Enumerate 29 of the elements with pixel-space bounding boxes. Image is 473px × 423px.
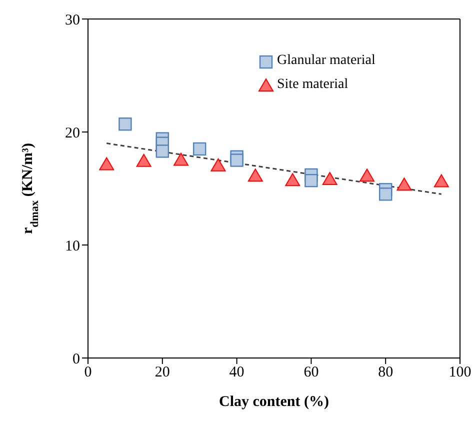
point: [118, 117, 132, 131]
point: [322, 172, 338, 185]
point: [193, 142, 206, 156]
x-tick-label: 20: [154, 364, 170, 381]
y-tick-label: 10: [65, 238, 80, 254]
x-tick-label: 0: [84, 364, 92, 381]
x-axis-title: Clay content (%): [219, 394, 329, 410]
y-tick-label: 0: [72, 351, 80, 368]
point: [210, 158, 226, 172]
point: [434, 174, 449, 188]
point: [285, 173, 300, 186]
y-tick-label: 30: [65, 12, 80, 28]
point: [360, 168, 374, 182]
x-tick-label: 60: [304, 364, 319, 381]
point: [156, 144, 169, 158]
x-tick-label: 40: [229, 364, 244, 381]
point: [396, 178, 412, 191]
x-tick-label: 100: [448, 364, 472, 381]
y-tick-label: 20: [65, 125, 80, 142]
x-tick-label: 80: [378, 364, 394, 381]
point: [136, 154, 152, 167]
point: [248, 168, 263, 182]
point: [304, 174, 318, 188]
legend-label: Site material: [277, 77, 348, 93]
point: [230, 154, 244, 167]
legend-label: Glanular material: [277, 53, 376, 69]
point: [379, 188, 392, 201]
point: [174, 152, 188, 166]
point: [99, 157, 114, 170]
